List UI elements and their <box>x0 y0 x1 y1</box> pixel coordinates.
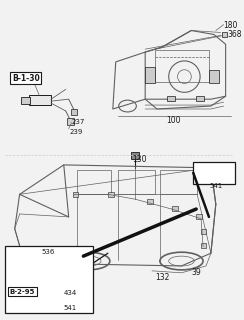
Bar <box>118 170 155 194</box>
Bar <box>52 262 63 285</box>
Bar <box>210 168 226 176</box>
Bar <box>22 263 36 271</box>
Text: 132: 132 <box>155 273 169 282</box>
Bar <box>172 206 178 211</box>
Bar <box>108 192 114 197</box>
Bar <box>209 70 219 84</box>
Bar <box>132 152 139 159</box>
Bar <box>147 199 153 204</box>
Bar <box>71 109 77 115</box>
Bar <box>64 262 75 285</box>
Text: 541: 541 <box>210 183 223 188</box>
Bar <box>77 170 111 194</box>
Bar <box>201 229 206 234</box>
Bar <box>20 97 30 104</box>
Text: B-2-95: B-2-95 <box>10 289 35 294</box>
Bar <box>201 244 206 248</box>
Bar <box>193 162 235 184</box>
Text: 130: 130 <box>132 155 147 164</box>
Text: 237: 237 <box>71 119 85 125</box>
Bar <box>67 118 74 125</box>
Bar <box>5 246 93 313</box>
Bar <box>77 301 86 306</box>
Text: 239: 239 <box>70 129 83 135</box>
Bar <box>155 50 209 82</box>
Bar <box>145 67 155 83</box>
Bar <box>72 192 79 197</box>
Bar <box>196 214 202 219</box>
Text: 100: 100 <box>166 116 181 125</box>
Text: 434: 434 <box>64 291 77 296</box>
Text: 39: 39 <box>191 268 201 277</box>
Bar <box>49 259 77 289</box>
Text: 541: 541 <box>64 305 77 311</box>
Text: 180: 180 <box>224 21 238 30</box>
Text: 347: 347 <box>74 268 88 277</box>
Text: 368: 368 <box>228 29 242 38</box>
Bar <box>160 170 197 194</box>
Bar <box>167 96 175 101</box>
Text: 536: 536 <box>41 249 55 255</box>
Bar <box>222 32 227 37</box>
Ellipse shape <box>22 258 36 268</box>
Text: B-1-30: B-1-30 <box>12 74 40 83</box>
Bar <box>30 95 51 105</box>
Bar <box>196 96 204 101</box>
